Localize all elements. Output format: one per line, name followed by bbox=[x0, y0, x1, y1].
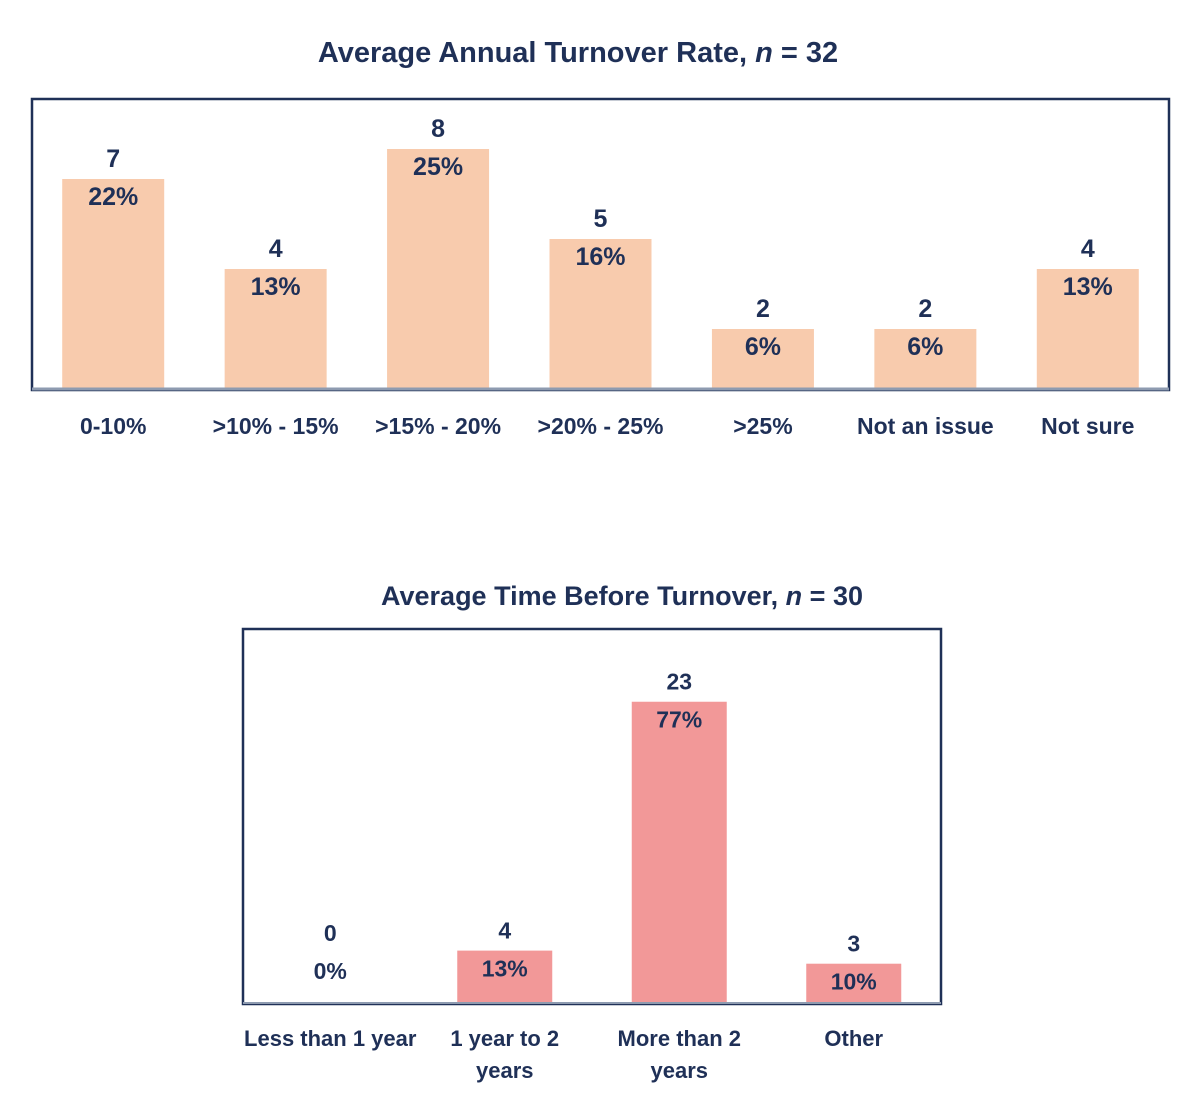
chart1-bar bbox=[1036, 269, 1139, 389]
chart1-percent-label: 16% bbox=[575, 243, 625, 271]
chart2-percent-label: 13% bbox=[482, 956, 528, 982]
chart1-count-label: 8 bbox=[431, 115, 445, 143]
chart1-bar bbox=[874, 329, 977, 389]
chart2-tick-label: Other bbox=[824, 1026, 883, 1051]
chart1-percent-label: 6% bbox=[745, 333, 781, 361]
chart2-tick-label: 1 year to 2 years bbox=[450, 1026, 559, 1083]
chart1-bar bbox=[549, 239, 652, 389]
chart1-bar bbox=[62, 179, 165, 389]
chart2-frame bbox=[241, 627, 943, 1006]
chart1-percent-label: 13% bbox=[251, 273, 301, 301]
chart1-count-label: 2 bbox=[918, 295, 932, 323]
chart2-count-label: 0 bbox=[324, 920, 337, 946]
chart2-percent-label: 77% bbox=[656, 707, 702, 733]
chart2-bar bbox=[631, 701, 727, 1003]
chart1-tick-label: 0-10% bbox=[80, 413, 146, 439]
chart2-bar bbox=[457, 950, 553, 1003]
chart1-bar bbox=[387, 149, 490, 389]
chart2-bar bbox=[806, 963, 902, 1003]
chart2-count-label: 4 bbox=[498, 918, 511, 944]
chart1-title: Average Annual Turnover Rate, n = 32 bbox=[318, 37, 838, 69]
chart2-count-label: 23 bbox=[666, 669, 692, 695]
chart2-data-labels: 0 0% 4 13% 23 77% 3 10% bbox=[314, 669, 877, 995]
chart1-tick-label: >20% - 25% bbox=[538, 413, 664, 439]
chart1-bars bbox=[62, 149, 1139, 389]
chart1-percent-label: 13% bbox=[1063, 273, 1113, 301]
chart2-count-label: 3 bbox=[847, 931, 860, 957]
chart1-tick-label: Not an issue bbox=[857, 413, 994, 439]
chart1-count-label: 5 bbox=[594, 205, 608, 233]
chart1-percent-label: 6% bbox=[907, 333, 943, 361]
chart1-bar bbox=[224, 269, 327, 389]
chart1-data-labels: 7 22% 4 13% 8 25% 5 16% 2 6% 2 6% 4 13% bbox=[88, 115, 1113, 361]
chart1-tick-label: Not sure bbox=[1041, 413, 1134, 439]
chart2-percent-label: 0% bbox=[314, 958, 347, 984]
chart1-bar bbox=[711, 329, 814, 389]
chart1-percent-label: 22% bbox=[88, 183, 138, 211]
chart1-count-label: 7 bbox=[106, 145, 120, 173]
chart1-tick-label: >10% - 15% bbox=[213, 413, 339, 439]
chart1-count-label: 4 bbox=[269, 235, 283, 263]
chart2-title: Average Time Before Turnover, n = 30 bbox=[381, 581, 863, 611]
chart2-tick-label: More than 2 years bbox=[618, 1026, 741, 1083]
chart2-bars bbox=[457, 701, 902, 1003]
chart2-percent-label: 10% bbox=[831, 969, 877, 995]
chart1-tick-labels: 0-10% >10% - 15% >15% - 20% >20% - 25% >25% N… bbox=[80, 413, 1134, 439]
chart1-tick-label: >15% - 20% bbox=[375, 413, 501, 439]
chart1-tick-label: >25% bbox=[733, 413, 792, 439]
chart2-tick-labels: Less than 1 year 1 year to 2 years More tha… bbox=[244, 1026, 883, 1083]
chart1-count-label: 4 bbox=[1081, 235, 1095, 263]
chart-time-before-turnover: Average Time Before Turnover, n = 30 0 0%… bbox=[241, 581, 943, 1083]
chart1-percent-label: 25% bbox=[413, 153, 463, 181]
chart2-tick-label: Less than 1 year bbox=[244, 1026, 417, 1051]
chart1-count-label: 2 bbox=[756, 295, 770, 323]
chart-annual-turnover: Average Annual Turnover Rate, n = 32 722… bbox=[30, 37, 1171, 439]
